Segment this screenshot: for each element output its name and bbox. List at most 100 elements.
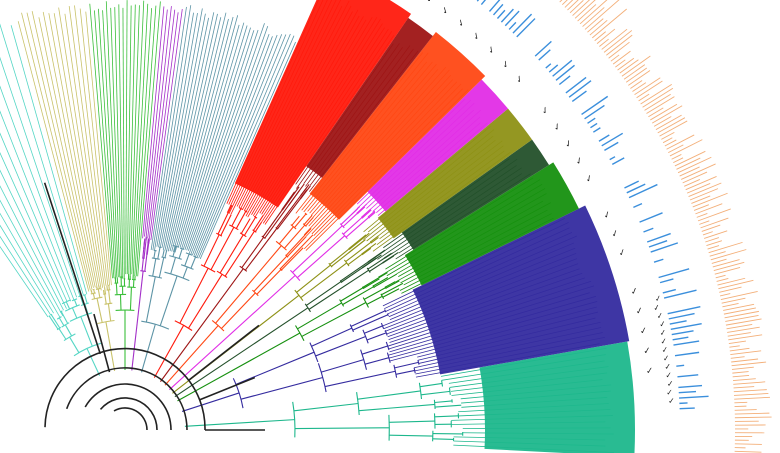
clade-aqua-branches: [0, 23, 102, 376]
check-mark-icon: ✓: [635, 306, 645, 317]
blue-bar: [488, 0, 501, 12]
orange-bar: [676, 157, 701, 170]
orange-bar: [716, 278, 729, 282]
orange-bar: [728, 340, 746, 344]
blue-bar: [670, 322, 702, 331]
blue-bar: [508, 21, 517, 30]
blue-bar: [571, 90, 587, 102]
orange-bar: [589, 19, 608, 36]
clade-darkgreen-wedge: [401, 139, 550, 250]
orange-bar: [677, 156, 712, 174]
orange-bar: [686, 182, 711, 194]
blue-bar: [476, 0, 480, 2]
blue-bar: [668, 312, 695, 320]
orange-bar: [733, 386, 755, 389]
clade-khaki-branches: [17, 5, 116, 372]
blue-bar: [628, 183, 658, 199]
orange-bar: [710, 249, 747, 261]
check-mark-icon: ✓: [500, 59, 512, 71]
orange-bar: [642, 87, 674, 108]
clade-lightgreen-branches: [89, 0, 161, 370]
check-mark-icon: ✓: [662, 353, 670, 363]
orange-bar: [684, 179, 701, 187]
orange-bar: [718, 279, 754, 290]
blue-bar: [667, 305, 701, 315]
blue-bar: [663, 289, 697, 299]
orange-bar: [731, 366, 754, 370]
blue-bar: [604, 141, 619, 152]
blue-bar: [643, 227, 654, 233]
orange-bar: [666, 134, 695, 150]
orange-bar: [682, 171, 708, 184]
blue-bar: [504, 10, 520, 27]
orange-bar: [699, 220, 710, 225]
check-mark-icon: ✓: [645, 366, 654, 377]
orange-bar: [723, 307, 756, 315]
orange-bar: [579, 0, 608, 25]
orange-bar: [599, 38, 609, 47]
orange-bar: [669, 139, 703, 157]
check-mark-icon: ✓: [440, 5, 453, 17]
clade-navy-wedge: [412, 205, 630, 375]
check-mark-icon: ✓: [652, 303, 661, 313]
blue-bar: [587, 117, 596, 124]
blue-bar: [568, 80, 592, 98]
orange-bar: [594, 31, 607, 42]
orange-bar: [717, 277, 746, 286]
orange-bar: [587, 18, 604, 33]
orange-bar: [733, 381, 766, 385]
check-mark-icon: ✓: [563, 138, 575, 150]
check-mark-icon: ✓: [666, 388, 673, 397]
orange-bar: [715, 274, 726, 279]
orange-bar: [695, 203, 723, 215]
orange-bar: [729, 345, 740, 348]
orange-bar: [725, 318, 762, 326]
orange-bar: [668, 144, 684, 153]
orange-bar: [584, 0, 620, 30]
check-mark-icon: ✓: [658, 319, 666, 329]
orange-bar: [564, 0, 574, 8]
check-mark-icon: ✓: [552, 121, 564, 134]
check-mark-icon: ✓: [656, 311, 664, 321]
orange-bar: [732, 374, 750, 378]
orange-bar: [729, 347, 750, 352]
check-mark-icon: ✓: [643, 346, 652, 357]
orange-bar: [619, 59, 639, 74]
orange-bar: [693, 204, 710, 211]
check-mark-icon: ✓: [602, 210, 613, 222]
orange-bar: [596, 28, 616, 44]
clade-steelblue-branches: [141, 5, 296, 373]
orange-bar: [707, 245, 720, 250]
blue-bar: [592, 127, 601, 133]
check-mark-icon: ✓: [665, 371, 673, 381]
orange-bar: [623, 64, 646, 80]
check-mark-icon: ✓: [660, 336, 668, 346]
orange-bar: [734, 409, 757, 411]
clade-magenta-wedge: [367, 79, 509, 212]
orange-bar: [726, 324, 753, 330]
check-mark-icon: ✓: [666, 379, 673, 389]
orange-bar: [691, 195, 711, 204]
blue-bar: [516, 18, 536, 38]
orange-bar: [648, 107, 664, 118]
orange-bar: [664, 139, 677, 147]
blue-bar: [669, 320, 687, 325]
check-mark-icon: ✓: [584, 173, 595, 185]
check-mark-icon: ✓: [471, 31, 483, 43]
orange-bar: [680, 163, 716, 180]
blue-bar: [646, 232, 671, 243]
orange-bar: [723, 303, 755, 311]
orange-bar: [591, 8, 627, 39]
orange-bar: [657, 117, 686, 134]
orange-bar: [674, 150, 706, 167]
orange-bar: [730, 350, 762, 356]
blue-bar: [676, 364, 685, 367]
orange-bar: [708, 241, 743, 254]
blue-bar: [673, 340, 700, 346]
orange-bar: [705, 237, 720, 243]
orange-bar: [734, 412, 770, 415]
blue-bar: [609, 156, 616, 161]
blue-bar: [548, 64, 559, 73]
orange-bar: [685, 176, 717, 191]
orange-bar: [621, 55, 651, 77]
